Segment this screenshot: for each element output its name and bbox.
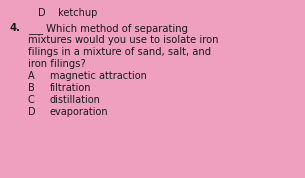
Text: iron filings?: iron filings? [28, 59, 86, 69]
Text: 4.: 4. [10, 23, 21, 33]
Text: distillation: distillation [50, 95, 101, 105]
Text: filtration: filtration [50, 83, 92, 93]
Text: B: B [28, 83, 35, 93]
Text: D    ketchup: D ketchup [38, 8, 97, 18]
Text: ___ Which method of separating: ___ Which method of separating [28, 23, 188, 34]
Text: D: D [28, 107, 36, 117]
Text: A: A [28, 71, 35, 81]
Text: evaporation: evaporation [50, 107, 109, 117]
Text: C: C [28, 95, 35, 105]
Text: filings in a mixture of sand, salt, and: filings in a mixture of sand, salt, and [28, 47, 211, 57]
Text: mixtures would you use to isolate iron: mixtures would you use to isolate iron [28, 35, 218, 45]
Text: magnetic attraction: magnetic attraction [50, 71, 147, 81]
